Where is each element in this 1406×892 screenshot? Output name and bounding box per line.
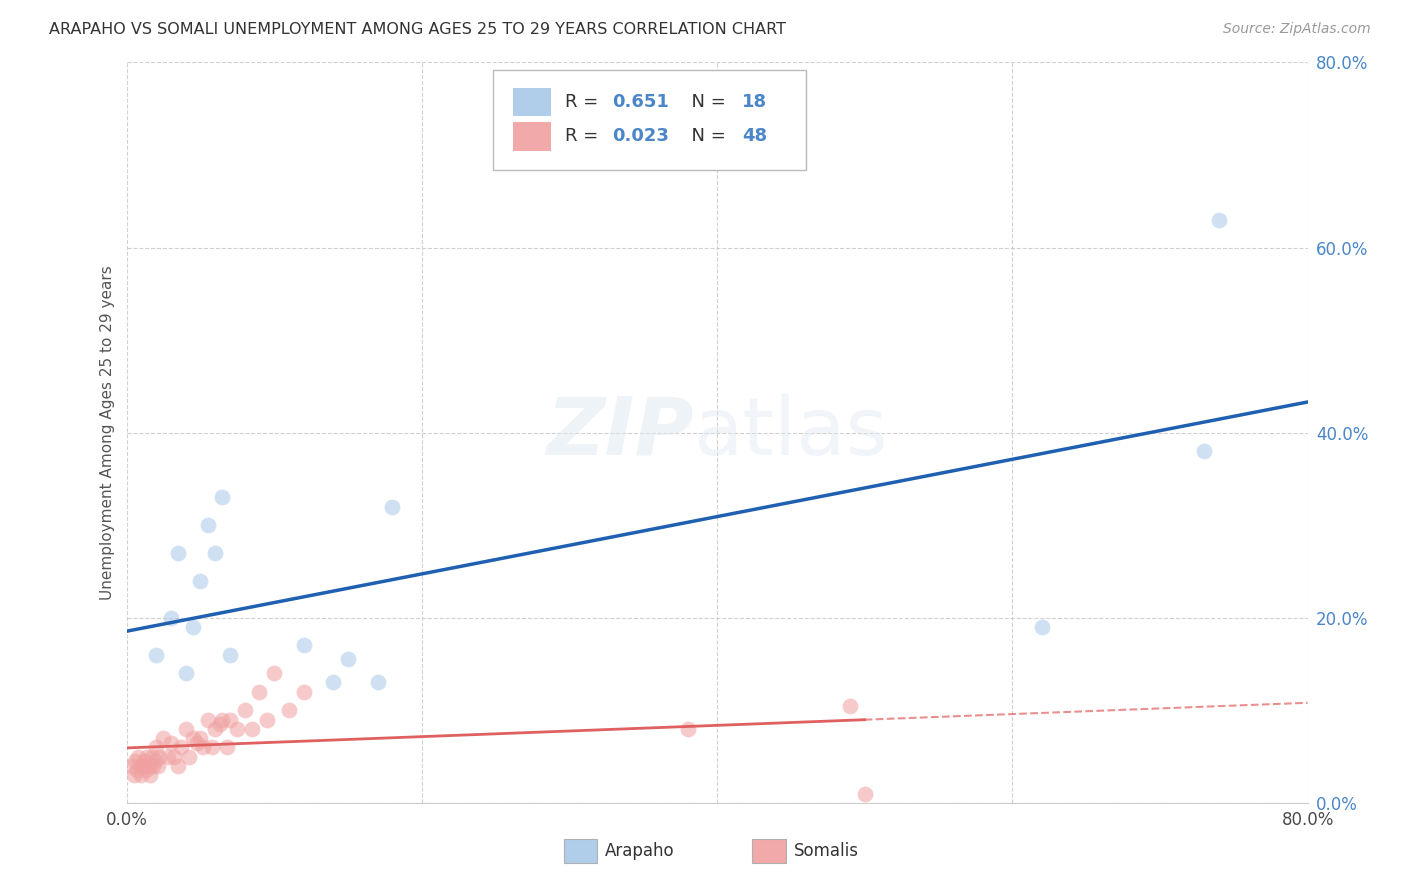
Point bbox=[135, 764, 157, 778]
Point bbox=[125, 764, 148, 778]
Point bbox=[211, 713, 233, 727]
Point bbox=[211, 491, 233, 505]
Point bbox=[292, 685, 315, 699]
Point bbox=[197, 713, 219, 727]
Point bbox=[292, 639, 315, 653]
FancyBboxPatch shape bbox=[513, 87, 551, 116]
Text: 0.023: 0.023 bbox=[612, 128, 669, 145]
Point bbox=[136, 749, 159, 764]
Point bbox=[193, 740, 215, 755]
Point bbox=[152, 731, 174, 745]
Point bbox=[278, 703, 301, 717]
Text: 0.651: 0.651 bbox=[612, 93, 669, 111]
Point bbox=[148, 749, 170, 764]
Text: Somalis: Somalis bbox=[794, 842, 859, 860]
Point bbox=[188, 731, 212, 745]
Text: 18: 18 bbox=[742, 93, 768, 111]
Text: Source: ZipAtlas.com: Source: ZipAtlas.com bbox=[1223, 22, 1371, 37]
Point bbox=[256, 713, 278, 727]
Point bbox=[160, 610, 183, 624]
Point bbox=[219, 713, 242, 727]
Text: R =: R = bbox=[565, 128, 603, 145]
Point bbox=[838, 698, 860, 713]
Point bbox=[127, 749, 149, 764]
Point bbox=[129, 768, 153, 782]
Point bbox=[138, 758, 160, 772]
Point bbox=[167, 758, 190, 772]
Point bbox=[188, 574, 212, 588]
Point bbox=[322, 675, 344, 690]
Point bbox=[226, 722, 249, 736]
Point bbox=[143, 754, 166, 768]
Point bbox=[163, 749, 186, 764]
Point bbox=[156, 749, 179, 764]
Point bbox=[132, 758, 155, 772]
Point bbox=[121, 758, 143, 772]
Text: N =: N = bbox=[681, 93, 733, 111]
Point bbox=[177, 749, 200, 764]
Text: atlas: atlas bbox=[693, 393, 887, 472]
Point bbox=[142, 758, 165, 772]
Text: R =: R = bbox=[565, 93, 603, 111]
Point bbox=[197, 518, 219, 533]
Point bbox=[233, 703, 256, 717]
Point bbox=[240, 722, 263, 736]
Point bbox=[249, 685, 271, 699]
Point bbox=[208, 717, 231, 731]
Point bbox=[1208, 212, 1230, 227]
Point bbox=[204, 722, 226, 736]
Point bbox=[145, 740, 167, 755]
Text: ZIP: ZIP bbox=[546, 393, 693, 472]
FancyBboxPatch shape bbox=[752, 839, 786, 863]
Point bbox=[146, 758, 169, 772]
Text: 48: 48 bbox=[742, 128, 768, 145]
Point bbox=[181, 731, 204, 745]
Point bbox=[201, 740, 224, 755]
Point bbox=[215, 740, 238, 755]
Point bbox=[1031, 620, 1053, 634]
Text: Arapaho: Arapaho bbox=[605, 842, 675, 860]
Point bbox=[204, 546, 226, 560]
Point bbox=[128, 758, 150, 772]
Point bbox=[181, 620, 204, 634]
Text: N =: N = bbox=[681, 128, 733, 145]
Point bbox=[141, 749, 163, 764]
Point bbox=[263, 666, 285, 681]
FancyBboxPatch shape bbox=[492, 70, 806, 169]
Point bbox=[219, 648, 242, 662]
Point bbox=[676, 722, 699, 736]
Y-axis label: Unemployment Among Ages 25 to 29 years: Unemployment Among Ages 25 to 29 years bbox=[100, 265, 115, 600]
Point bbox=[170, 740, 193, 755]
Point bbox=[122, 768, 145, 782]
Point bbox=[139, 768, 162, 782]
Point bbox=[853, 787, 876, 801]
Point bbox=[381, 500, 404, 514]
Point bbox=[145, 648, 167, 662]
Point bbox=[160, 736, 183, 750]
Point bbox=[1192, 444, 1215, 458]
Point bbox=[167, 546, 190, 560]
Point bbox=[367, 675, 389, 690]
Point bbox=[124, 754, 146, 768]
Point bbox=[174, 666, 197, 681]
FancyBboxPatch shape bbox=[564, 839, 596, 863]
Point bbox=[186, 736, 208, 750]
Point bbox=[337, 652, 360, 666]
FancyBboxPatch shape bbox=[513, 122, 551, 151]
Text: ARAPAHO VS SOMALI UNEMPLOYMENT AMONG AGES 25 TO 29 YEARS CORRELATION CHART: ARAPAHO VS SOMALI UNEMPLOYMENT AMONG AGE… bbox=[49, 22, 786, 37]
Point bbox=[174, 722, 197, 736]
Point bbox=[134, 754, 156, 768]
